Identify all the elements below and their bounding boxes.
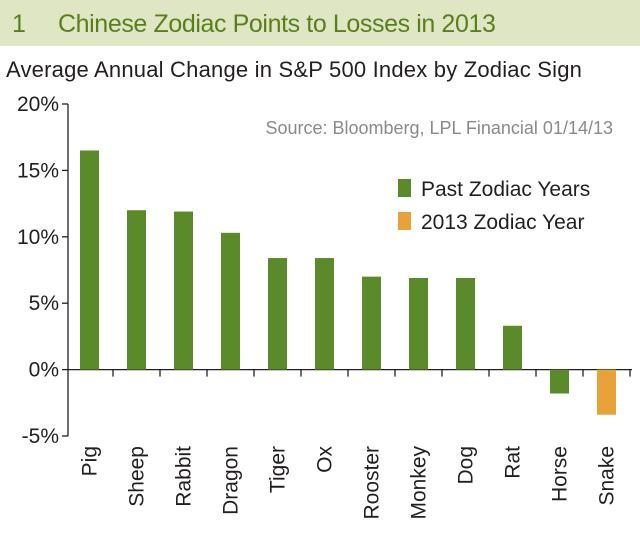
legend-label-past: Past Zodiac Years	[421, 178, 590, 201]
y-axis-ticks: 20% 15% 10% 5% 0% -5%	[17, 93, 68, 448]
x-label-rat: Rat	[502, 446, 525, 479]
bar-dragon	[221, 232, 240, 370]
bar-monkey	[409, 277, 428, 370]
bar-tiger	[268, 258, 287, 370]
x-label-dragon: Dragon	[220, 446, 243, 515]
chart-title: Chinese Zodiac Points to Losses in 2013	[58, 10, 496, 38]
bar-pig	[80, 150, 99, 370]
bar-rat	[503, 325, 522, 370]
bar-rabbit	[174, 211, 193, 370]
x-label-horse: Horse	[549, 446, 572, 502]
bar-ox	[315, 258, 334, 370]
y-tick-label: 20%	[17, 93, 59, 116]
chart-bars	[80, 150, 616, 415]
y-tick-label: -5%	[22, 425, 59, 448]
x-label-rabbit: Rabbit	[173, 446, 196, 507]
bar-snake	[597, 369, 616, 415]
chart-subtitle: Average Annual Change in S&P 500 Index b…	[6, 57, 583, 82]
bar-dog	[456, 277, 475, 370]
y-tick-label: 5%	[29, 292, 59, 315]
chart-axes	[67, 104, 632, 436]
source-note: Source: Bloomberg, LPL Financial 01/14/1…	[265, 118, 613, 138]
figure-number: 1	[12, 10, 26, 38]
y-tick-label: 0%	[29, 359, 59, 382]
bar-sheep	[127, 210, 146, 370]
header-band	[0, 0, 640, 46]
x-label-dog: Dog	[455, 446, 478, 485]
y-tick-label: 10%	[17, 226, 59, 249]
x-label-tiger: Tiger	[267, 446, 290, 493]
legend-label-2013: 2013 Zodiac Year	[421, 211, 584, 234]
x-label-ox: Ox	[314, 446, 337, 473]
x-label-pig: Pig	[79, 446, 102, 476]
x-label-monkey: Monkey	[408, 446, 431, 520]
x-label-snake: Snake	[596, 446, 619, 506]
y-tick-label: 15%	[17, 159, 59, 182]
legend-swatch-past	[398, 179, 411, 197]
chart-legend: Past Zodiac Years 2013 Zodiac Year	[398, 178, 590, 234]
bar-rooster	[362, 276, 381, 370]
x-label-rooster: Rooster	[361, 446, 384, 520]
bar-horse	[550, 369, 569, 394]
legend-swatch-2013	[398, 212, 411, 230]
x-axis-labels: Pig Sheep Rabbit Dragon Tiger Ox Rooster Monkey…	[79, 369, 631, 520]
x-label-sheep: Sheep	[126, 446, 149, 507]
